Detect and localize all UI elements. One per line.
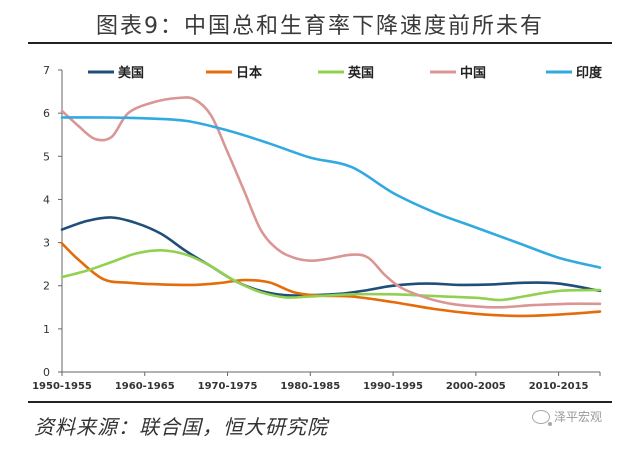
series-line-1 xyxy=(60,242,602,318)
chart-axes: 0 1 2 3 4 5 6 7 1950-1955 1960-1965 1970-1975 1980-… xyxy=(32,64,601,392)
source-note: 资料来源：联合国，恒大研究院 xyxy=(34,415,328,439)
watermark-text: 泽平宏观 xyxy=(554,410,603,424)
y-tick-label: 6 xyxy=(43,107,50,120)
legend-label-2: 英国 xyxy=(347,65,374,81)
y-tick-label: 2 xyxy=(43,280,50,293)
series-line-0 xyxy=(60,216,602,297)
legend-label-1: 日本 xyxy=(236,65,262,81)
y-tick-label: 4 xyxy=(43,193,50,206)
series-line-3 xyxy=(60,96,602,309)
x-tick-label: 1980-1985 xyxy=(280,381,340,392)
y-tick-label: 0 xyxy=(43,366,50,379)
watermark: 泽平宏观 xyxy=(532,408,603,426)
y-tick-label: 1 xyxy=(43,323,50,336)
series-layer xyxy=(60,96,602,318)
x-tick-label: 2000-2005 xyxy=(446,381,506,392)
y-tick-label: 7 xyxy=(43,64,50,77)
legend-label-4: 印度 xyxy=(576,65,603,81)
series-line-2 xyxy=(60,248,602,302)
x-tick-label: 1990-1995 xyxy=(363,381,423,392)
y-tick-label: 3 xyxy=(43,237,50,250)
chart-title: 图表9：中国总和生育率下降速度前所未有 xyxy=(96,14,544,39)
line-chart: 0 1 2 3 4 5 6 7 1950-1955 1960-1965 1970-1975 1980-… xyxy=(32,64,603,392)
source-divider xyxy=(28,401,612,403)
series-line-4 xyxy=(60,116,602,269)
chat-bubble-icon xyxy=(532,409,552,426)
x-tick-label: 2010-2015 xyxy=(529,381,589,392)
chart-legend: 美国 日本 英国 中国 印度 xyxy=(88,65,603,81)
legend-label-0: 美国 xyxy=(118,65,144,81)
x-tick-label: 1970-1975 xyxy=(198,381,258,392)
title-divider xyxy=(28,42,612,44)
x-tick-label: 1960-1965 xyxy=(115,381,175,392)
x-tick-label: 1950-1955 xyxy=(32,381,92,392)
legend-label-3: 中国 xyxy=(460,65,486,81)
y-tick-label: 5 xyxy=(43,150,50,163)
